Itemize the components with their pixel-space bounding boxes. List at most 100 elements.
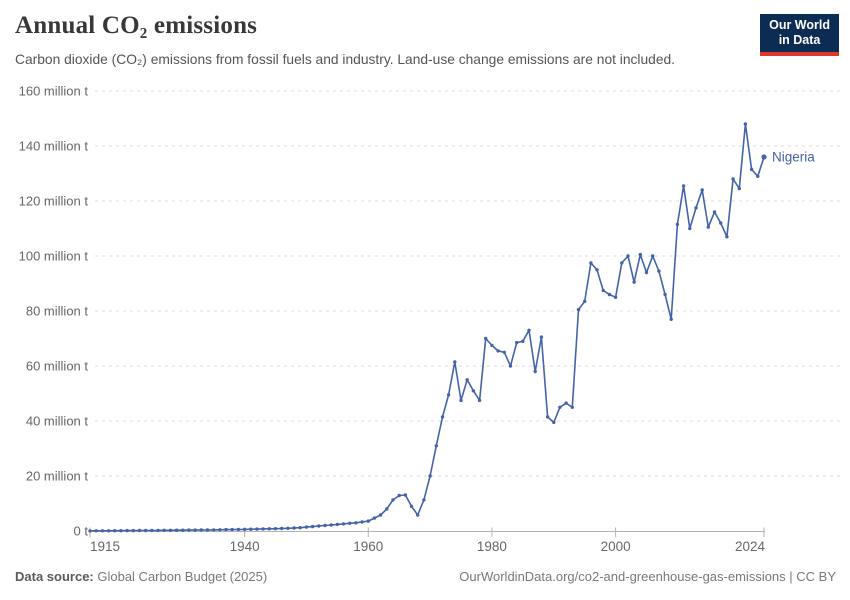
data-point[interactable] bbox=[589, 261, 593, 265]
data-point[interactable] bbox=[113, 529, 117, 533]
data-point[interactable] bbox=[125, 528, 129, 533]
data-point[interactable] bbox=[749, 167, 754, 172]
data-point[interactable] bbox=[181, 528, 185, 532]
data-point[interactable] bbox=[292, 526, 296, 530]
data-point[interactable] bbox=[688, 226, 692, 231]
data-point[interactable] bbox=[199, 528, 203, 532]
data-point[interactable] bbox=[632, 280, 636, 284]
data-point[interactable] bbox=[761, 154, 767, 160]
data-point[interactable] bbox=[502, 350, 506, 354]
series-label-nigeria[interactable]: Nigeria bbox=[772, 150, 815, 165]
data-point[interactable] bbox=[719, 221, 723, 225]
data-point[interactable] bbox=[756, 174, 760, 178]
data-point[interactable] bbox=[378, 513, 383, 517]
data-point[interactable] bbox=[205, 528, 210, 532]
data-point[interactable] bbox=[570, 405, 574, 409]
data-point[interactable] bbox=[564, 401, 568, 405]
data-point[interactable] bbox=[144, 528, 148, 533]
data-point[interactable] bbox=[323, 523, 327, 528]
data-point[interactable] bbox=[706, 225, 710, 229]
data-point[interactable] bbox=[273, 527, 278, 531]
data-point[interactable] bbox=[496, 349, 500, 353]
data-point[interactable] bbox=[150, 528, 154, 533]
data-point[interactable] bbox=[681, 184, 686, 188]
data-point[interactable] bbox=[595, 268, 599, 272]
data-point[interactable] bbox=[193, 528, 197, 532]
data-point[interactable] bbox=[354, 521, 358, 525]
data-point[interactable] bbox=[317, 524, 321, 528]
data-point[interactable] bbox=[310, 524, 315, 529]
data-point[interactable] bbox=[137, 528, 142, 533]
data-point[interactable] bbox=[725, 235, 729, 239]
owid-logo[interactable]: Our World in Data bbox=[760, 14, 839, 56]
data-point[interactable] bbox=[428, 474, 432, 478]
data-point[interactable] bbox=[712, 210, 717, 214]
data-point[interactable] bbox=[391, 498, 395, 502]
data-point[interactable] bbox=[620, 261, 624, 265]
data-point[interactable] bbox=[280, 526, 284, 531]
data-point[interactable] bbox=[422, 498, 426, 502]
data-point[interactable] bbox=[527, 328, 531, 332]
data-point[interactable] bbox=[508, 364, 513, 368]
data-point[interactable] bbox=[236, 527, 241, 532]
data-point[interactable] bbox=[558, 405, 562, 409]
data-point[interactable] bbox=[440, 415, 445, 419]
data-line[interactable] bbox=[89, 123, 765, 532]
data-point[interactable] bbox=[638, 252, 642, 257]
data-point[interactable] bbox=[434, 444, 438, 448]
data-point[interactable] bbox=[360, 520, 364, 524]
data-point[interactable] bbox=[416, 513, 420, 517]
data-point[interactable] bbox=[298, 526, 302, 530]
data-point[interactable] bbox=[168, 528, 173, 532]
data-point[interactable] bbox=[694, 206, 698, 210]
data-point[interactable] bbox=[545, 415, 550, 419]
data-point[interactable] bbox=[212, 528, 216, 532]
data-point[interactable] bbox=[261, 527, 265, 531]
data-point[interactable] bbox=[613, 295, 618, 299]
data-point[interactable] bbox=[100, 529, 105, 533]
data-point[interactable] bbox=[94, 529, 98, 533]
data-point[interactable] bbox=[644, 270, 649, 275]
data-point[interactable] bbox=[230, 527, 234, 532]
data-point[interactable] bbox=[329, 523, 333, 527]
data-point[interactable] bbox=[446, 393, 451, 397]
data-point[interactable] bbox=[131, 528, 135, 533]
data-point[interactable] bbox=[218, 528, 222, 532]
data-point[interactable] bbox=[583, 299, 587, 304]
data-point[interactable] bbox=[657, 269, 661, 273]
data-point[interactable] bbox=[106, 529, 111, 533]
data-point[interactable] bbox=[700, 188, 704, 192]
data-point[interactable] bbox=[669, 317, 673, 321]
data-point[interactable] bbox=[255, 527, 259, 531]
data-point[interactable] bbox=[366, 519, 370, 523]
data-point[interactable] bbox=[224, 527, 228, 532]
data-point[interactable] bbox=[119, 529, 123, 533]
data-point[interactable] bbox=[651, 254, 655, 258]
data-point[interactable] bbox=[385, 507, 389, 511]
data-point[interactable] bbox=[267, 527, 271, 531]
data-point[interactable] bbox=[187, 528, 191, 532]
data-point[interactable] bbox=[490, 343, 494, 348]
data-point[interactable] bbox=[731, 177, 735, 181]
data-point[interactable] bbox=[372, 516, 377, 520]
data-point[interactable] bbox=[663, 292, 667, 297]
data-point[interactable] bbox=[286, 526, 290, 530]
data-point[interactable] bbox=[162, 528, 166, 532]
data-point[interactable] bbox=[515, 340, 519, 345]
data-point[interactable] bbox=[459, 398, 463, 403]
data-point[interactable] bbox=[397, 493, 401, 498]
data-point[interactable] bbox=[249, 527, 253, 531]
data-point[interactable] bbox=[552, 420, 556, 425]
data-point[interactable] bbox=[484, 336, 488, 341]
data-point[interactable] bbox=[341, 522, 346, 526]
data-point[interactable] bbox=[465, 378, 469, 382]
data-point[interactable] bbox=[335, 522, 339, 527]
data-point[interactable] bbox=[607, 292, 612, 297]
data-point[interactable] bbox=[533, 369, 537, 374]
data-point[interactable] bbox=[675, 222, 680, 227]
data-point[interactable] bbox=[174, 528, 179, 532]
data-point[interactable] bbox=[521, 339, 525, 343]
data-point[interactable] bbox=[601, 288, 605, 293]
data-point[interactable] bbox=[576, 307, 581, 312]
data-point[interactable] bbox=[626, 254, 630, 258]
